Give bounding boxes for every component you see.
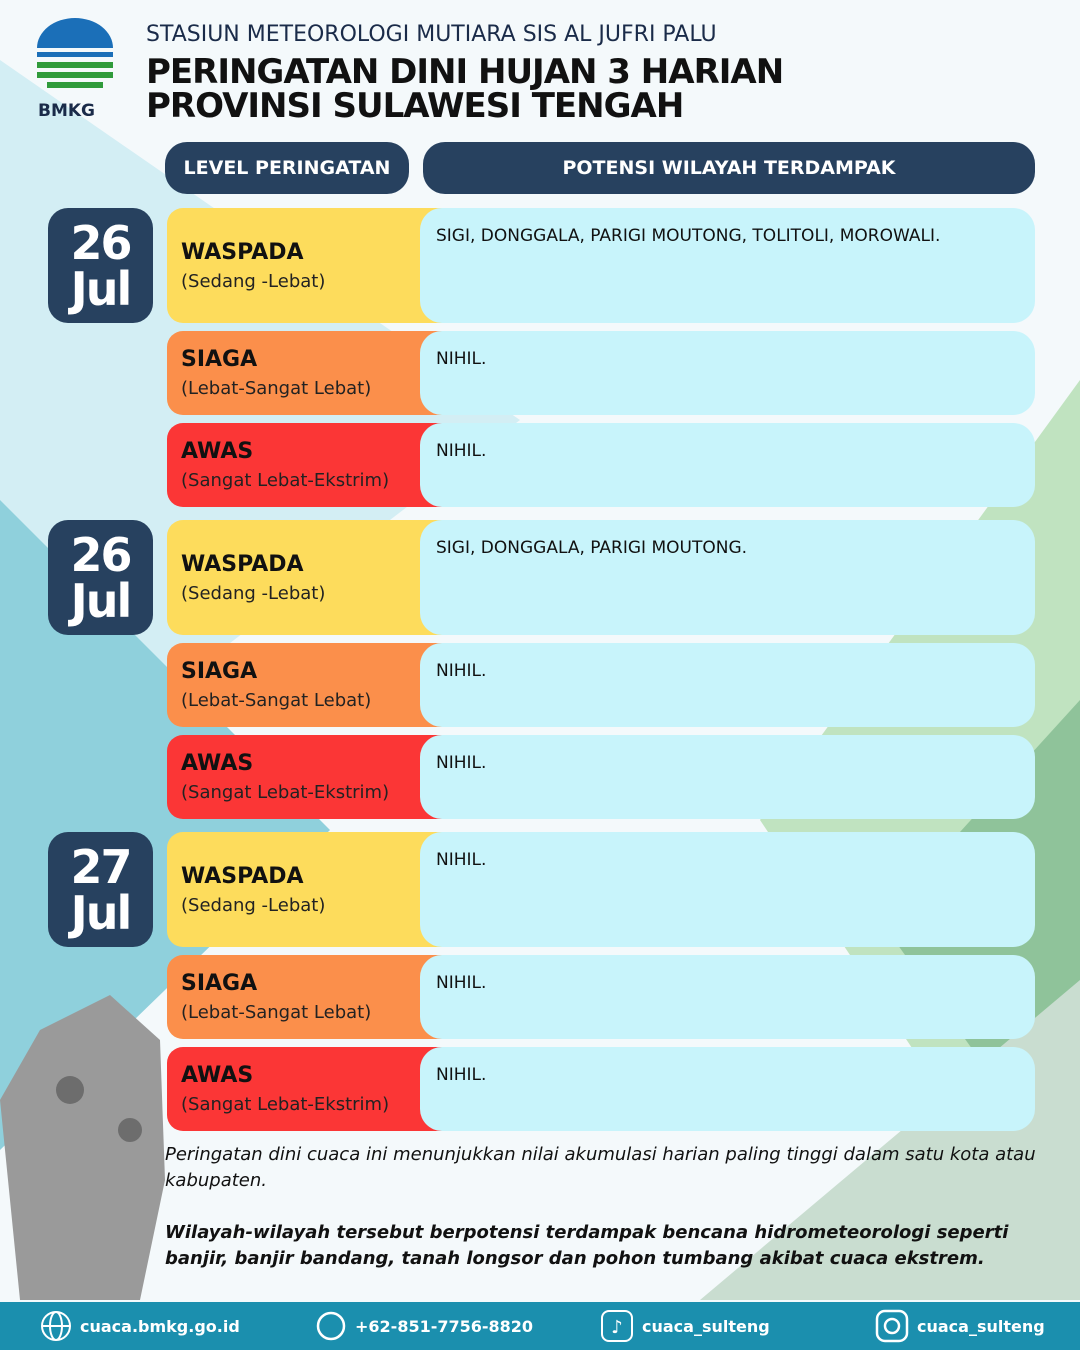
area-cell: NIHIL. bbox=[420, 735, 1035, 819]
level-name: SIAGA bbox=[181, 971, 258, 996]
area-cell: SIGI, DONGGALA, PARIGI MOUTONG, TOLITOLI… bbox=[420, 208, 1035, 323]
tiktok-icon: ♪ bbox=[601, 1310, 633, 1342]
area-cell: NIHIL. bbox=[420, 423, 1035, 507]
phone[interactable]: +62-851-7756-8820 bbox=[355, 1316, 534, 1336]
date-day: 26 bbox=[70, 527, 132, 582]
area-cell: NIHIL. bbox=[420, 1047, 1035, 1131]
column-header: LEVEL PERINGATAN bbox=[165, 142, 409, 194]
level-desc: (Sedang -Lebat) bbox=[181, 270, 326, 292]
column-header: POTENSI WILAYAH TERDAMPAK bbox=[423, 142, 1035, 194]
note: Peringatan dini cuaca ini menunjukkan ni… bbox=[165, 1144, 1036, 1191]
note: Wilayah-wilayah tersebut berpotensi terd… bbox=[165, 1222, 1009, 1269]
instagram[interactable]: cuaca_sulteng bbox=[917, 1316, 1045, 1336]
level-cell: WASPADA (Sedang -Lebat) bbox=[167, 520, 442, 635]
level-cell: WASPADA (Sedang -Lebat) bbox=[167, 832, 442, 947]
area-cell: NIHIL. bbox=[420, 832, 1035, 947]
date-day: 26 bbox=[70, 215, 132, 270]
date-month: Jul bbox=[70, 885, 133, 940]
level-name: WASPADA bbox=[181, 551, 304, 577]
level-name: AWAS bbox=[181, 751, 254, 776]
area-cell: NIHIL. bbox=[420, 955, 1035, 1039]
tiktok[interactable]: cuaca_sulteng bbox=[642, 1316, 770, 1336]
footer: cuaca.bmkg.go.id +62-851-7756-8820 ♪ cuac… bbox=[0, 1302, 1080, 1350]
logo-text: BMKG bbox=[38, 101, 96, 121]
area-cell: NIHIL. bbox=[420, 331, 1035, 415]
level-name: WASPADA bbox=[181, 239, 304, 265]
level-desc: (Sedang -Lebat) bbox=[181, 582, 326, 604]
level-cell: SIAGA (Lebat-Sangat Lebat) bbox=[167, 955, 442, 1039]
level-name: SIAGA bbox=[181, 659, 258, 684]
svg-text:♪: ♪ bbox=[611, 1317, 623, 1338]
date-badge: 26 Jul bbox=[48, 520, 153, 635]
globe-icon bbox=[41, 1311, 71, 1341]
date-month: Jul bbox=[70, 261, 133, 316]
level-cell: AWAS (Sangat Lebat-Ekstrim) bbox=[167, 735, 442, 819]
level-cell: SIAGA (Lebat-Sangat Lebat) bbox=[167, 643, 442, 727]
date-badge: 26 Jul bbox=[48, 208, 153, 323]
level-cell: AWAS (Sangat Lebat-Ekstrim) bbox=[167, 1047, 442, 1131]
level-cell: AWAS (Sangat Lebat-Ekstrim) bbox=[167, 423, 442, 507]
organization: STASIUN METEOROLOGI MUTIARA SIS AL JUFRI… bbox=[146, 22, 717, 47]
instagram-icon bbox=[875, 1309, 909, 1343]
title: PROVINSI SULAWESI TENGAH bbox=[146, 86, 684, 126]
level-desc: (Sangat Lebat-Ekstrim) bbox=[181, 470, 390, 491]
whatsapp-icon bbox=[316, 1311, 346, 1341]
level-name: SIAGA bbox=[181, 347, 258, 372]
area-cell: SIGI, DONGGALA, PARIGI MOUTONG. bbox=[420, 520, 1035, 635]
date-month: Jul bbox=[70, 573, 133, 628]
date-day: 27 bbox=[70, 839, 132, 894]
level-name: WASPADA bbox=[181, 863, 304, 889]
level-desc: (Sangat Lebat-Ekstrim) bbox=[181, 782, 390, 803]
level-desc: (Lebat-Sangat Lebat) bbox=[181, 1002, 372, 1023]
level-desc: (Sangat Lebat-Ekstrim) bbox=[181, 1094, 390, 1115]
title: PERINGATAN DINI HUJAN 3 HARIAN bbox=[146, 52, 784, 92]
level-name: AWAS bbox=[181, 1063, 254, 1088]
level-cell: WASPADA (Sedang -Lebat) bbox=[167, 208, 442, 323]
level-desc: (Lebat-Sangat Lebat) bbox=[181, 690, 372, 711]
level-cell: SIAGA (Lebat-Sangat Lebat) bbox=[167, 331, 442, 415]
logo bbox=[37, 18, 113, 88]
date-badge: 27 Jul bbox=[48, 832, 153, 947]
level-desc: (Lebat-Sangat Lebat) bbox=[181, 378, 372, 399]
level-desc: (Sedang -Lebat) bbox=[181, 894, 326, 916]
level-name: AWAS bbox=[181, 439, 254, 464]
website[interactable]: cuaca.bmkg.go.id bbox=[80, 1316, 240, 1336]
area-cell: NIHIL. bbox=[420, 643, 1035, 727]
